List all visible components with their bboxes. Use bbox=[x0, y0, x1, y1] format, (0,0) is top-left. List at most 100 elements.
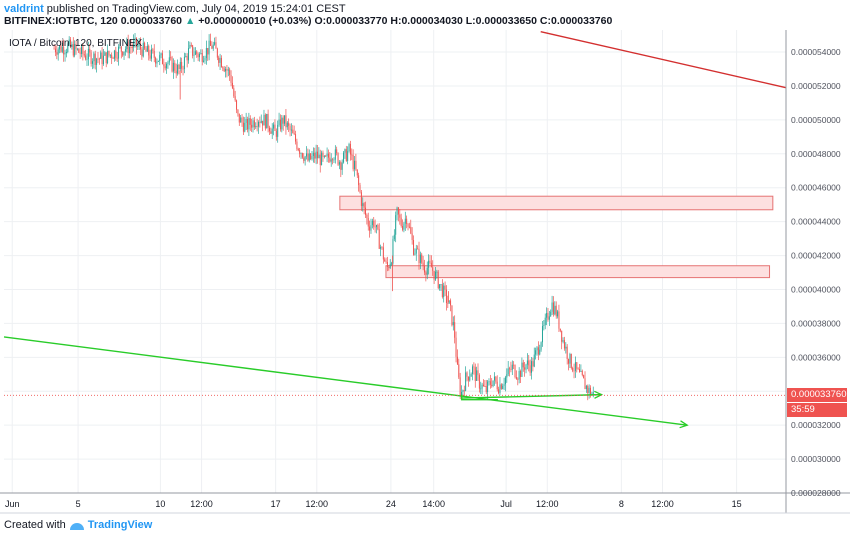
candle-body bbox=[307, 153, 309, 161]
candle-body bbox=[434, 271, 436, 280]
candle-body bbox=[450, 300, 452, 306]
candle-body bbox=[554, 305, 556, 315]
candle-body bbox=[436, 271, 438, 273]
candle-body bbox=[393, 234, 395, 240]
candle-body bbox=[171, 57, 173, 72]
candle-body bbox=[241, 117, 243, 123]
y-tick-label: 0.000054000 bbox=[791, 47, 841, 57]
candle-body bbox=[318, 154, 320, 159]
candle-body bbox=[67, 44, 69, 52]
candle-body bbox=[536, 347, 538, 351]
candle-body bbox=[568, 359, 570, 364]
candle-body bbox=[513, 364, 515, 366]
candle-body bbox=[70, 39, 72, 47]
candle-body bbox=[419, 254, 421, 264]
candle-body bbox=[308, 153, 310, 161]
candle-body bbox=[94, 53, 96, 65]
resistance-zone[interactable] bbox=[385, 265, 771, 279]
candle-body bbox=[565, 346, 567, 349]
candle-body bbox=[548, 316, 550, 320]
candle-body bbox=[543, 324, 545, 326]
candle-body bbox=[321, 152, 323, 166]
candle-body bbox=[551, 302, 553, 312]
candle-body bbox=[252, 120, 254, 128]
resistance-zone[interactable] bbox=[339, 195, 774, 211]
red-trend-line[interactable] bbox=[540, 31, 787, 89]
y-tick-label: 0.000036000 bbox=[791, 352, 841, 362]
candle-body bbox=[337, 153, 339, 165]
candle-body bbox=[500, 384, 502, 389]
candle-body bbox=[577, 368, 579, 370]
y-tick-label: 0.000046000 bbox=[791, 183, 841, 193]
candle-body bbox=[469, 376, 471, 381]
candle-body bbox=[199, 53, 200, 58]
candle-body bbox=[334, 149, 336, 160]
candle-body bbox=[208, 40, 210, 55]
candle-body bbox=[156, 61, 158, 64]
candle-body bbox=[137, 46, 139, 48]
green-trend-line[interactable] bbox=[3, 336, 688, 426]
candle-body bbox=[461, 392, 463, 395]
candle-body bbox=[225, 68, 227, 72]
candle-body bbox=[323, 155, 325, 157]
candle-body bbox=[119, 46, 121, 48]
candle-body bbox=[277, 124, 279, 137]
candle-body bbox=[273, 124, 275, 129]
candle-body bbox=[86, 59, 88, 61]
green-trend-line[interactable] bbox=[461, 393, 602, 399]
candle-body bbox=[134, 37, 136, 42]
candle-body bbox=[329, 157, 331, 162]
candle-body bbox=[541, 325, 543, 343]
candle-body bbox=[340, 162, 342, 170]
candle-body bbox=[257, 122, 259, 127]
candle-body bbox=[293, 133, 295, 135]
candle-body bbox=[150, 49, 152, 59]
candle-body bbox=[229, 69, 231, 75]
candle-body bbox=[104, 52, 106, 56]
candle-body bbox=[392, 239, 394, 264]
candle-body bbox=[93, 53, 95, 62]
candle-body bbox=[404, 218, 406, 224]
candle-body bbox=[244, 122, 246, 132]
open-value: 0.000033770 bbox=[326, 15, 388, 27]
x-axis-ticks: Jun 5 10 12:00 17 12:00 24 14:00 Jul 12:00 8 12:00 1… bbox=[5, 499, 742, 509]
open-label: O: bbox=[314, 15, 327, 27]
x-tick-label: 12:00 bbox=[536, 499, 559, 509]
candle-body bbox=[426, 267, 428, 275]
tradingview-brand-link[interactable]: TradingView bbox=[87, 519, 153, 531]
candle-body bbox=[489, 381, 491, 385]
candle-body bbox=[418, 248, 420, 264]
candle-body bbox=[118, 46, 120, 59]
publisher-name[interactable]: valdrint bbox=[4, 3, 44, 15]
candle-body bbox=[495, 376, 497, 382]
candle-body bbox=[443, 285, 445, 297]
candle-body bbox=[123, 51, 125, 56]
candle-body bbox=[377, 224, 379, 230]
candle-body bbox=[109, 54, 111, 56]
candle-body bbox=[297, 148, 299, 151]
candle-body bbox=[332, 159, 334, 161]
tradingview-logo-icon bbox=[69, 521, 84, 530]
candle-body bbox=[474, 367, 476, 381]
candle-body bbox=[203, 60, 205, 62]
candle-body bbox=[355, 160, 357, 170]
candle-body bbox=[462, 390, 464, 393]
triangle-pattern[interactable] bbox=[460, 394, 498, 401]
candle-body bbox=[472, 366, 474, 375]
candle-body bbox=[75, 43, 77, 49]
candle-body bbox=[200, 52, 202, 54]
candle-body bbox=[524, 367, 526, 370]
last-price-badge: 0.000033760 bbox=[787, 388, 847, 403]
candle-body bbox=[514, 365, 516, 378]
candle-body bbox=[172, 62, 174, 72]
candle-body bbox=[373, 220, 375, 227]
candle-body bbox=[148, 45, 150, 56]
candle-body bbox=[149, 55, 151, 59]
candle-body bbox=[164, 66, 166, 69]
candle-body bbox=[64, 53, 66, 55]
candle-body bbox=[279, 119, 281, 130]
y-tick-label: 0.000040000 bbox=[791, 284, 841, 294]
candle-body bbox=[284, 115, 286, 124]
footer: Created with TradingView bbox=[4, 519, 152, 531]
